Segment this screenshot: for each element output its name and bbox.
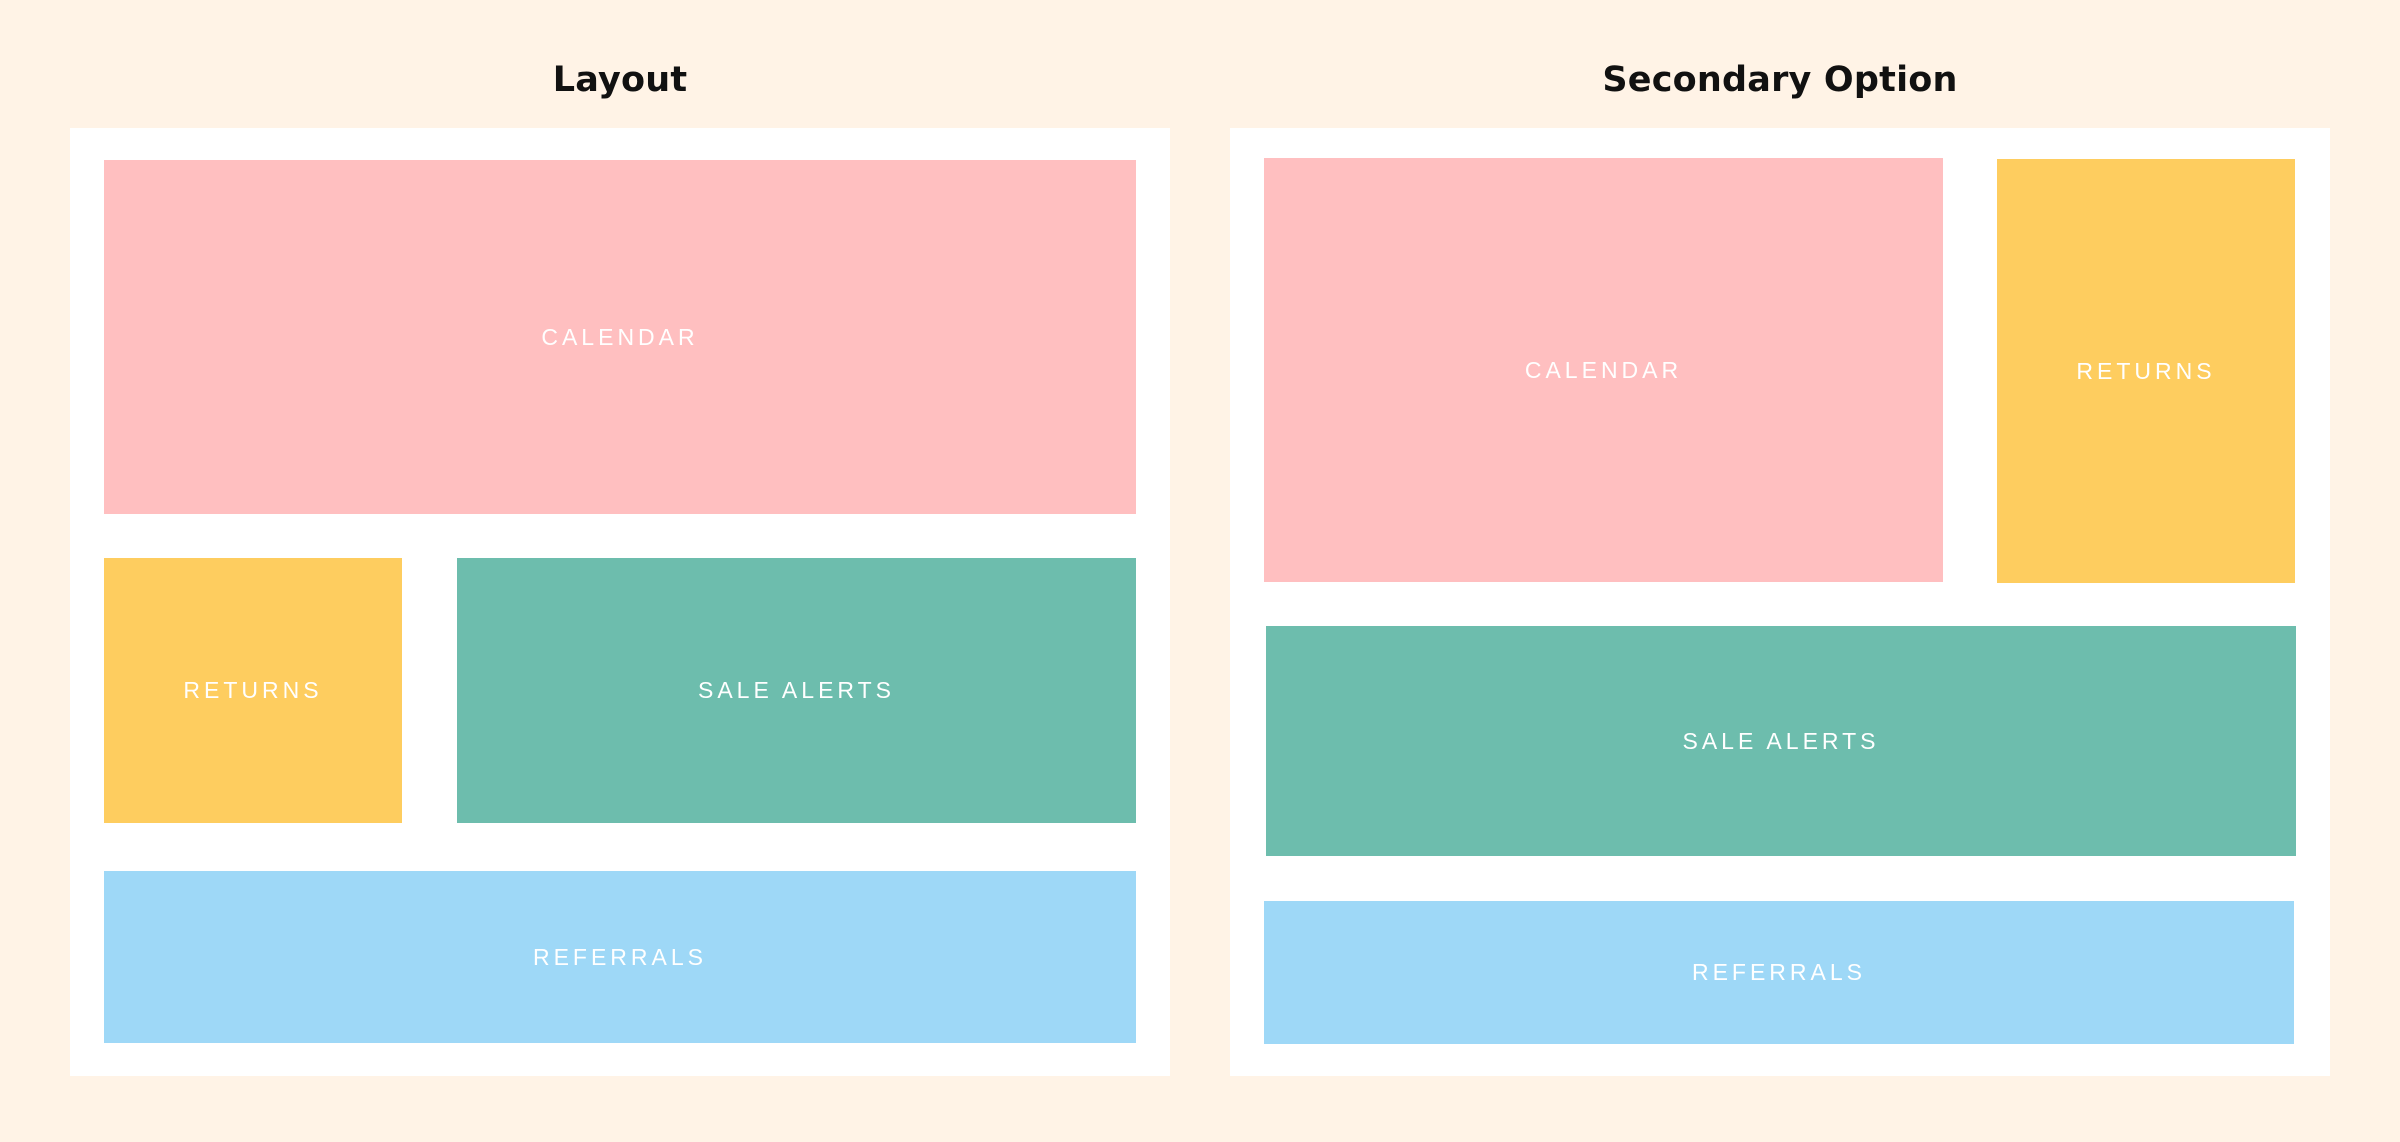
layout-calendar-block: CALENDAR bbox=[104, 160, 1136, 514]
layout-panel-frame: CALENDAR RETURNS SALE ALERTS REFERRALS bbox=[70, 128, 1170, 1076]
secondary-sale-alerts-block: SALE ALERTS bbox=[1266, 626, 2296, 856]
secondary-referrals-block: REFERRALS bbox=[1264, 901, 2294, 1044]
layout-calendar-label: CALENDAR bbox=[541, 323, 699, 350]
layout-returns-block: RETURNS bbox=[104, 558, 402, 823]
secondary-option-panel-title: Secondary Option bbox=[1602, 60, 1958, 100]
layout-panel-title: Layout bbox=[552, 60, 688, 100]
secondary-option-panel-frame: CALENDAR RETURNS SALE ALERTS REFERRALS bbox=[1230, 128, 2330, 1076]
layout-sale-alerts-block: SALE ALERTS bbox=[457, 558, 1136, 823]
layout-sale-alerts-label: SALE ALERTS bbox=[698, 677, 895, 703]
secondary-referrals-label: REFERRALS bbox=[1691, 959, 1867, 985]
layout-referrals-block: REFERRALS bbox=[104, 871, 1136, 1043]
secondary-calendar-label: CALENDAR bbox=[1524, 356, 1683, 383]
secondary-returns-block: RETURNS bbox=[1997, 159, 2295, 583]
layout-returns-label: RETURNS bbox=[183, 677, 323, 703]
secondary-returns-label: RETURNS bbox=[2076, 357, 2216, 384]
secondary-sale-alerts-label: SALE ALERTS bbox=[1682, 727, 1880, 754]
layout-referrals-label: REFERRALS bbox=[532, 943, 708, 970]
secondary-calendar-block: CALENDAR bbox=[1264, 158, 1943, 582]
